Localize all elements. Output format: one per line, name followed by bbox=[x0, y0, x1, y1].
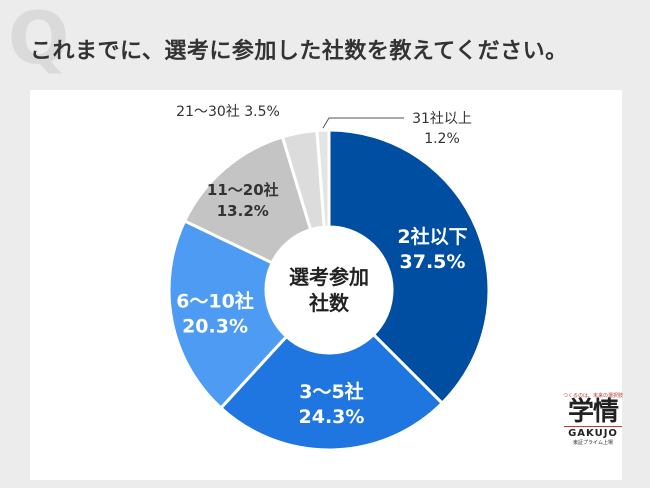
slice-label: 6～10社 bbox=[176, 289, 254, 312]
logo-name: GAKUJO bbox=[564, 426, 622, 439]
slice-label: 31社以上 bbox=[412, 111, 472, 127]
slice-value-label: 20.3% bbox=[182, 315, 248, 337]
slice-label: 21～30社 3.5% bbox=[176, 104, 280, 120]
pie-slice bbox=[327, 128, 491, 406]
slice-label: 3～5社 bbox=[299, 380, 363, 403]
pie-slice bbox=[167, 218, 289, 411]
gakujo-logo: つくるのは、未来の選択肢 学情 GAKUJO 東証プライム上場 bbox=[558, 392, 628, 446]
slice-label: 2社以下 bbox=[397, 225, 467, 248]
slice-value-label: 37.5% bbox=[400, 251, 466, 273]
slice-value-label: 1.2% bbox=[424, 131, 460, 147]
slice-value-label: 24.3% bbox=[299, 406, 365, 428]
donut-chart: 2社以下 37.5% 3～5社 24.3% 6～10社 20.3% 11～20社 13.2% 2… bbox=[167, 104, 491, 452]
pie-slice bbox=[182, 135, 313, 265]
q-mark-icon: Q bbox=[8, 0, 70, 80]
slice-label: 11～20社 bbox=[207, 181, 279, 199]
chart-card: 2社以下 37.5% 3～5社 24.3% 6～10社 20.3% 11～20社 13.2% 2… bbox=[30, 90, 622, 480]
page-title: これまでに、選考に参加した社数を教えてください。 bbox=[30, 39, 568, 64]
pie-slice bbox=[315, 128, 331, 229]
center-label: 社数 bbox=[308, 291, 350, 315]
slice-value-label: 13.2% bbox=[217, 202, 269, 220]
center-label: 選考参加 bbox=[289, 265, 369, 289]
logo-mark: 学情 bbox=[567, 397, 619, 427]
leader-line bbox=[322, 117, 404, 129]
logo-tagline: つくるのは、未来の選択肢 bbox=[563, 393, 623, 399]
pie-slice bbox=[218, 332, 445, 452]
logo-subtitle: 東証プライム上場 bbox=[573, 440, 613, 447]
